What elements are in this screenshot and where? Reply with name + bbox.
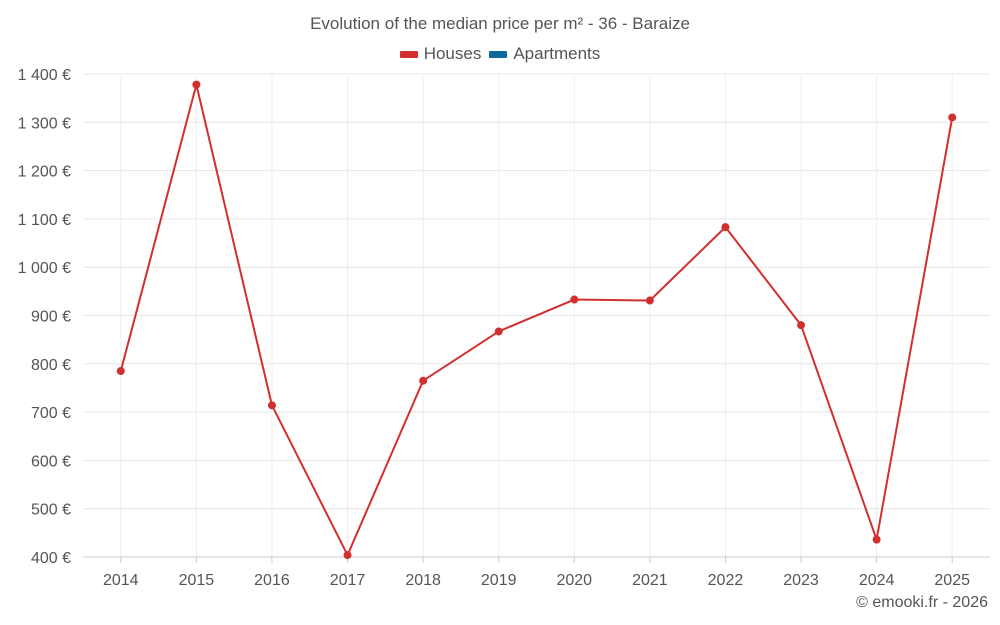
legend-label-houses: Houses [423,44,482,63]
data-point-houses [570,295,579,304]
copyright-footer: © emooki.fr - 2026 [856,594,988,611]
legend: Houses Apartments [0,44,1000,64]
y-tick-label: 800 € [31,357,71,374]
x-tick-label: 2023 [783,572,819,589]
x-tick-label: 2014 [103,572,139,589]
x-tick-label: 2024 [859,572,895,589]
y-tick-label: 1 200 € [18,164,71,181]
x-tick-label: 2018 [405,572,441,589]
data-point-houses [343,551,352,560]
y-tick-label: 1 100 € [18,212,71,229]
data-point-houses [267,401,276,410]
legend-label-apartments: Apartments [513,44,601,63]
y-tick-label: 500 € [31,502,71,519]
x-tick-label: 2016 [254,572,290,589]
y-tick-label: 1 300 € [18,115,71,132]
data-point-houses [116,367,125,376]
series-line-houses [119,83,954,557]
data-point-houses [948,113,957,122]
x-tick-label: 2019 [481,572,517,589]
data-point-houses [797,321,806,330]
x-tick-label: 2025 [934,572,970,589]
data-point-houses [872,535,881,544]
legend-item-apartments[interactable]: Apartments [489,44,600,64]
y-tick-label: 400 € [31,550,71,567]
x-tick-label: 2015 [179,572,215,589]
y-tick-label: 1 400 € [18,67,71,84]
y-tick-label: 900 € [31,309,71,326]
legend-swatch-houses [399,50,418,58]
data-point-houses [645,296,654,305]
y-tick-label: 1 000 € [18,260,71,277]
legend-item-houses[interactable]: Houses [399,44,482,64]
x-tick-label: 2017 [330,572,366,589]
legend-swatch-apartments [489,50,508,58]
data-point-houses [494,327,503,336]
data-point-houses [721,223,730,232]
x-tick-label: 2020 [556,572,592,589]
chart-title: Evolution of the median price per m² - 3… [310,14,690,33]
data-point-houses [419,376,428,385]
y-tick-label: 700 € [31,405,71,422]
x-tick-label: 2021 [632,572,668,589]
y-tick-label: 600 € [31,453,71,470]
data-point-houses [192,80,201,89]
x-tick-label: 2022 [708,572,744,589]
